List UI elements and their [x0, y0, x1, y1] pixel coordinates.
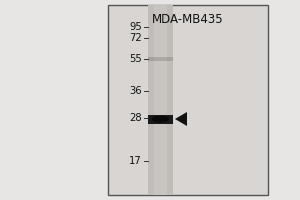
- Text: 28: 28: [129, 113, 142, 123]
- Text: 55: 55: [129, 54, 142, 64]
- Text: 72: 72: [129, 33, 142, 43]
- Text: 17: 17: [129, 156, 142, 166]
- Text: 95: 95: [129, 22, 142, 32]
- Text: MDA-MB435: MDA-MB435: [152, 13, 224, 26]
- Polygon shape: [175, 112, 187, 126]
- Bar: [148, 114, 173, 123]
- Bar: [148, 5, 173, 195]
- Bar: [148, 57, 173, 61]
- Bar: [108, 5, 268, 195]
- Text: 36: 36: [129, 86, 142, 96]
- Bar: [154, 5, 167, 195]
- Ellipse shape: [152, 115, 169, 123]
